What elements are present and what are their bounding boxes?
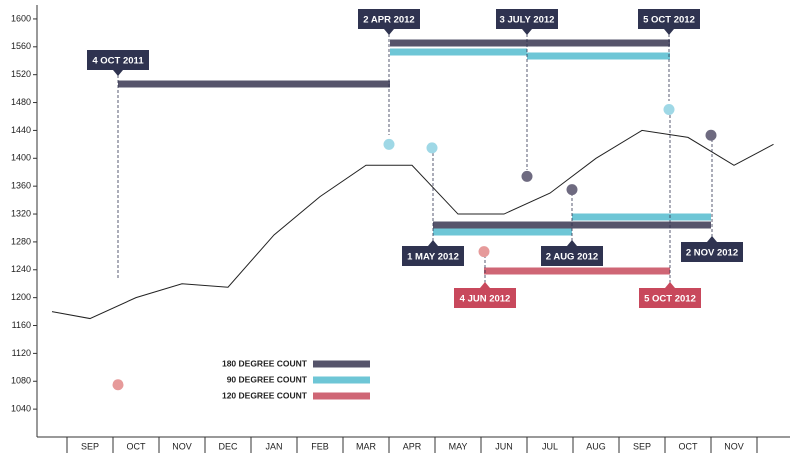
annotation-label: 5 OCT 2012 <box>643 15 695 26</box>
pivot-marker <box>383 138 395 150</box>
annotation-label: 2 NOV 2012 <box>686 248 738 259</box>
x-tick-label: AUG <box>586 441 606 451</box>
label-box <box>402 246 464 266</box>
y-tick-label: 1240 <box>11 264 31 274</box>
pivot-marker <box>566 184 578 196</box>
y-tick-label: 1480 <box>11 97 31 107</box>
y-tick-label: 1520 <box>11 69 31 79</box>
price-line <box>51 129 774 320</box>
label-box <box>454 288 516 308</box>
y-tick-label: 1080 <box>11 376 31 386</box>
legend-swatch <box>313 376 370 384</box>
count-bar <box>390 39 670 47</box>
count-bar <box>118 80 390 88</box>
y-tick-label: 1320 <box>11 208 31 218</box>
legend-swatch <box>313 360 370 368</box>
x-tick-label: JAN <box>265 441 282 451</box>
annotation-label: 2 AUG 2012 <box>546 252 598 263</box>
label-box <box>496 9 558 29</box>
annotation-label: 4 JUN 2012 <box>460 294 511 305</box>
x-tick-label: MAR <box>356 441 377 451</box>
x-tick-label: NOV <box>724 441 744 451</box>
annotation-label: 4 OCT 2011 <box>92 56 144 67</box>
y-tick-label: 1440 <box>11 125 31 135</box>
y-tick-label: 1200 <box>11 292 31 302</box>
y-tick-label: 1160 <box>12 320 31 330</box>
y-tick-label: 1600 <box>11 13 31 23</box>
legend-label: 90 DEGREE COUNT <box>227 374 308 384</box>
label-pointer <box>665 282 675 288</box>
x-tick-label: OCT <box>127 441 147 451</box>
count-bar <box>433 228 572 236</box>
y-tick-label: 1400 <box>11 153 31 163</box>
pivot-marker <box>705 129 717 141</box>
x-tick-label: MAY <box>449 441 468 451</box>
label-pointer <box>384 29 394 35</box>
x-tick-label: APR <box>403 441 422 451</box>
pivot-marker <box>663 104 675 116</box>
label-box <box>358 9 420 29</box>
x-tick-label: JUN <box>495 441 513 451</box>
x-tick-label: SEP <box>81 441 99 451</box>
x-tick-label: NOV <box>172 441 192 451</box>
pivot-marker <box>521 170 533 182</box>
label-pointer <box>113 70 123 76</box>
count-bar <box>390 48 527 56</box>
y-tick-label: 1120 <box>12 348 31 358</box>
x-tick-label: OCT <box>679 441 699 451</box>
annotation-label: 3 JULY 2012 <box>500 15 555 26</box>
x-tick-label: FEB <box>311 441 329 451</box>
annotation-label: 5 OCT 2012 <box>644 294 696 305</box>
y-tick-label: 1560 <box>11 41 31 51</box>
y-tick-label: 1280 <box>11 236 31 246</box>
label-pointer <box>664 29 674 35</box>
legend-label: 120 DEGREE COUNT <box>222 390 308 400</box>
annotation-label: 2 APR 2012 <box>363 15 414 26</box>
label-box <box>638 9 700 29</box>
label-box <box>681 242 743 262</box>
count-bar <box>527 52 670 60</box>
annotation-label: 1 MAY 2012 <box>407 252 459 263</box>
y-tick-label: 1360 <box>11 181 31 191</box>
legend-label: 180 DEGREE COUNT <box>222 358 308 368</box>
label-pointer <box>707 236 717 242</box>
y-tick-label: 1040 <box>11 404 31 414</box>
x-tick-label: JUL <box>542 441 558 451</box>
legend-swatch <box>313 392 370 400</box>
label-pointer <box>428 240 438 246</box>
label-pointer <box>522 29 532 35</box>
label-box <box>541 246 603 266</box>
pivot-marker <box>478 246 490 258</box>
x-tick-label: DEC <box>218 441 238 451</box>
label-box <box>639 288 701 308</box>
label-pointer <box>480 282 490 288</box>
count-bar <box>484 267 670 275</box>
pivot-marker <box>426 142 438 154</box>
label-pointer <box>567 240 577 246</box>
x-tick-label: SEP <box>633 441 651 451</box>
pivot-marker <box>112 379 124 391</box>
count-bar <box>572 213 711 221</box>
label-box <box>87 50 149 70</box>
